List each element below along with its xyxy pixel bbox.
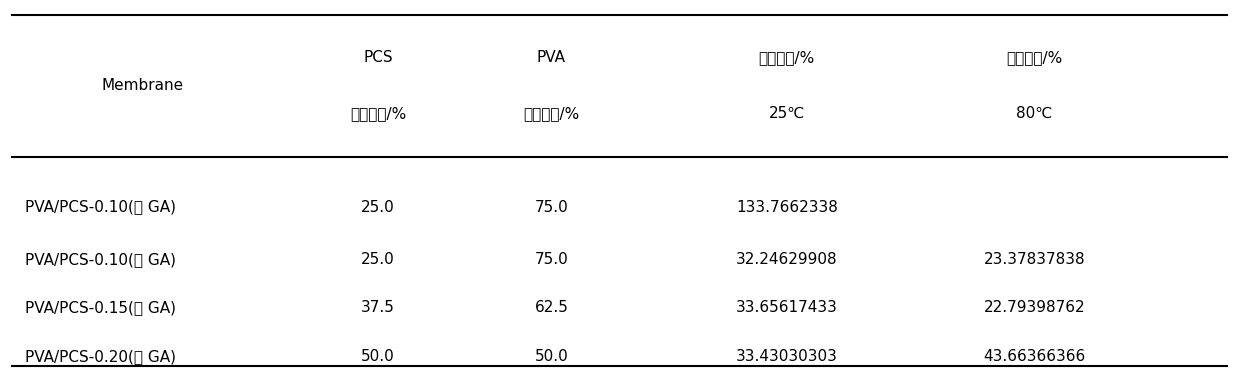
- Text: PVA: PVA: [536, 50, 566, 65]
- Text: 80℃: 80℃: [1016, 106, 1053, 121]
- Text: 25℃: 25℃: [768, 106, 805, 121]
- Text: 75.0: 75.0: [534, 252, 569, 267]
- Text: PCS: PCS: [363, 50, 393, 65]
- Text: 质量分数/%: 质量分数/%: [523, 106, 580, 121]
- Text: PVA/PCS-0.10(有 GA): PVA/PCS-0.10(有 GA): [25, 252, 176, 267]
- Text: 50.0: 50.0: [361, 349, 395, 364]
- Text: PVA/PCS-0.10(无 GA): PVA/PCS-0.10(无 GA): [25, 200, 176, 214]
- Text: 32.24629908: 32.24629908: [736, 252, 838, 267]
- Text: PVA/PCS-0.15(有 GA): PVA/PCS-0.15(有 GA): [25, 300, 176, 315]
- Text: 25.0: 25.0: [361, 200, 395, 214]
- Text: 43.66366366: 43.66366366: [984, 349, 1085, 364]
- Text: 22.79398762: 22.79398762: [984, 300, 1085, 315]
- Text: 37.5: 37.5: [361, 300, 395, 315]
- Text: 50.0: 50.0: [534, 349, 569, 364]
- Text: 面积溶胀/%: 面积溶胀/%: [1006, 50, 1063, 65]
- Text: Membrane: Membrane: [102, 78, 183, 93]
- Text: 33.43030303: 33.43030303: [736, 349, 838, 364]
- Text: 23.37837838: 23.37837838: [984, 252, 1085, 267]
- Text: 面积溶胀/%: 面积溶胀/%: [758, 50, 815, 65]
- Text: 75.0: 75.0: [534, 200, 569, 214]
- Text: 33.65617433: 33.65617433: [736, 300, 838, 315]
- Text: 质量分数/%: 质量分数/%: [349, 106, 406, 121]
- Text: PVA/PCS-0.20(有 GA): PVA/PCS-0.20(有 GA): [25, 349, 176, 364]
- Text: 25.0: 25.0: [361, 252, 395, 267]
- Text: 133.7662338: 133.7662338: [736, 200, 838, 214]
- Text: 62.5: 62.5: [534, 300, 569, 315]
